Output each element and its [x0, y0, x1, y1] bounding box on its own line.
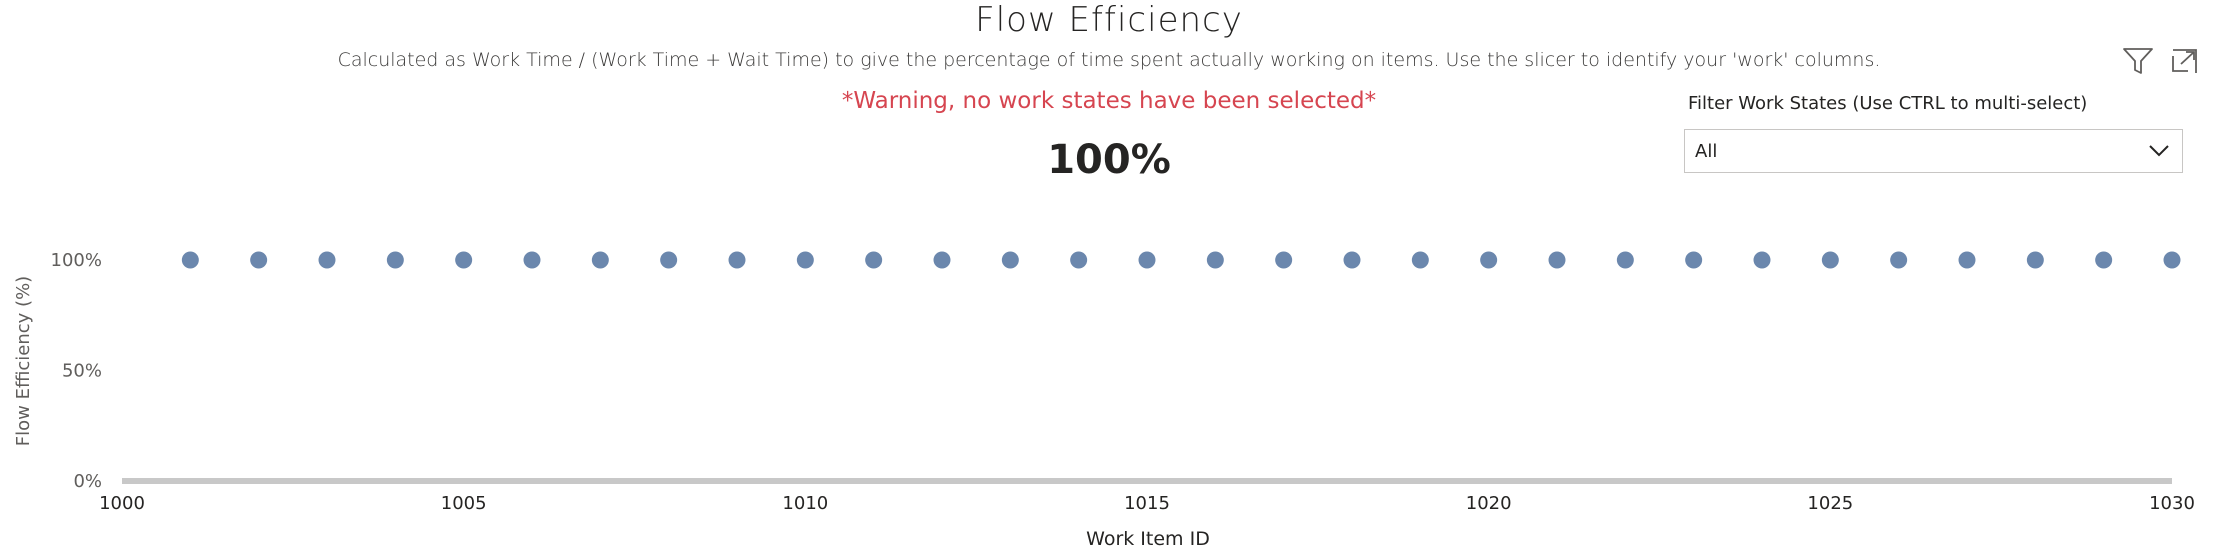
- data-point[interactable]: [1616, 251, 1634, 269]
- y-tick-label: 100%: [51, 250, 102, 271]
- chevron-down-icon: [2149, 145, 2169, 157]
- data-point[interactable]: [250, 251, 268, 269]
- data-point[interactable]: [1821, 251, 1839, 269]
- x-tick-label: 1030: [2149, 493, 2195, 514]
- data-point[interactable]: [660, 251, 678, 269]
- data-point[interactable]: [591, 251, 609, 269]
- data-point[interactable]: [455, 251, 473, 269]
- chart-title: Flow Efficiency: [975, 0, 1243, 40]
- data-point[interactable]: [1070, 251, 1088, 269]
- data-point[interactable]: [386, 251, 404, 269]
- data-points: [181, 251, 2181, 269]
- data-point[interactable]: [1343, 251, 1361, 269]
- data-point[interactable]: [1206, 251, 1224, 269]
- data-point[interactable]: [1138, 251, 1156, 269]
- x-axis-label: Work Item ID: [1086, 528, 1210, 550]
- data-point[interactable]: [1890, 251, 1908, 269]
- data-point[interactable]: [1001, 251, 1019, 269]
- data-point[interactable]: [523, 251, 541, 269]
- x-tick-label: 1005: [441, 493, 487, 514]
- kpi-value: 100%: [1047, 137, 1171, 183]
- data-point[interactable]: [181, 251, 199, 269]
- warning-message: *Warning, no work states have been selec…: [841, 88, 1377, 114]
- data-point[interactable]: [1753, 251, 1771, 269]
- x-axis: 1000 1005 1010 1015 1020 1025 1030: [99, 493, 2195, 514]
- data-point[interactable]: [1480, 251, 1498, 269]
- data-point[interactable]: [933, 251, 951, 269]
- y-axis: 0% 50% 100%: [51, 250, 102, 492]
- data-point[interactable]: [728, 251, 746, 269]
- x-tick-label: 1025: [1807, 493, 1853, 514]
- chart-subtitle: Calculated as Work Time / (Work Time + W…: [337, 49, 1881, 71]
- slicer-selected-value: All: [1695, 141, 1718, 162]
- data-point[interactable]: [865, 251, 883, 269]
- data-point[interactable]: [1548, 251, 1566, 269]
- data-point[interactable]: [1411, 251, 1429, 269]
- x-tick-label: 1010: [782, 493, 828, 514]
- y-axis-label: Flow Efficiency (%): [13, 276, 34, 446]
- expand-icon[interactable]: [2168, 46, 2200, 76]
- data-point[interactable]: [2095, 251, 2113, 269]
- x-tick-label: 1000: [99, 493, 145, 514]
- y-tick-label: 0%: [73, 471, 102, 492]
- data-point[interactable]: [1958, 251, 1976, 269]
- x-tick-label: 1020: [1466, 493, 1512, 514]
- data-point[interactable]: [796, 251, 814, 269]
- data-point[interactable]: [2026, 251, 2044, 269]
- y-tick-label: 50%: [62, 361, 102, 382]
- data-point[interactable]: [2163, 251, 2181, 269]
- work-states-dropdown[interactable]: All: [1684, 129, 2183, 173]
- slicer-label: Filter Work States (Use CTRL to multi-se…: [1688, 93, 2088, 114]
- data-point[interactable]: [1275, 251, 1293, 269]
- data-point[interactable]: [318, 251, 336, 269]
- scatter-chart: 0%50%100% Flow Efficiency (%) 1000 1005 10…: [13, 250, 2195, 550]
- x-tick-label: 1015: [1124, 493, 1170, 514]
- filter-icon[interactable]: [2121, 46, 2155, 76]
- data-point[interactable]: [1685, 251, 1703, 269]
